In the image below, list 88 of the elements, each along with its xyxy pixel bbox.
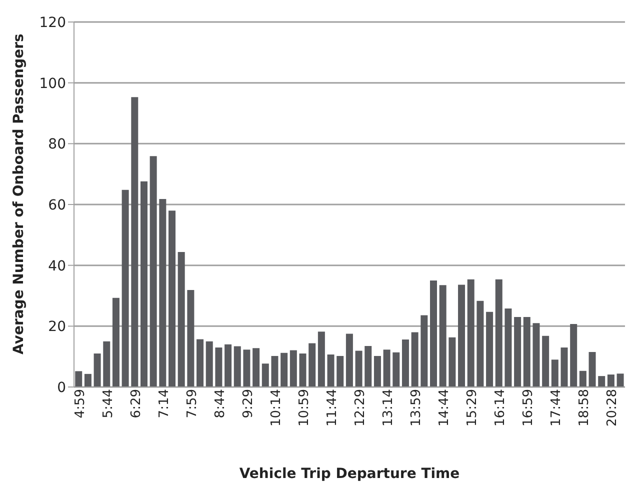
y-tick-label: 100 [39, 76, 66, 92]
y-tick-label: 120 [39, 14, 66, 31]
bar [588, 352, 596, 387]
bar [308, 343, 316, 387]
bar [122, 190, 129, 387]
x-tick-label: 9:29 [241, 389, 256, 418]
bar [504, 308, 512, 387]
bar [318, 332, 325, 387]
x-tick-label: 6:29 [128, 389, 144, 418]
bar [75, 371, 82, 387]
x-tick-label: 14:44 [437, 389, 452, 426]
bar [439, 285, 446, 387]
bar [131, 97, 138, 387]
bar [392, 352, 400, 387]
bar [448, 337, 456, 387]
bar [112, 298, 120, 387]
bar [458, 284, 466, 387]
bar [420, 315, 428, 387]
bar [383, 350, 390, 387]
x-tick-label: 7:14 [156, 389, 172, 418]
bar [94, 354, 101, 387]
bar [411, 332, 418, 387]
bar [570, 324, 578, 387]
bar [206, 341, 213, 387]
bar [150, 156, 157, 387]
bar [495, 279, 502, 387]
bar [215, 347, 222, 387]
bar [607, 374, 614, 387]
x-tick-label: 7:59 [184, 389, 200, 418]
x-tick-label: 12:29 [353, 389, 368, 426]
bar [402, 340, 409, 387]
bar [140, 181, 148, 387]
bar [243, 350, 250, 387]
x-tick-label: 13:14 [381, 389, 396, 426]
x-tick-label: 13:59 [409, 389, 424, 426]
x-tick-label: 18:58 [577, 389, 592, 426]
x-axis-title: Vehicle Trip Departure Time [239, 466, 460, 482]
bar [579, 370, 586, 387]
bar [486, 312, 494, 387]
bar [560, 347, 568, 387]
x-tick-label: 4:59 [72, 389, 88, 418]
x-tick-label: 15:29 [465, 389, 480, 426]
bar [430, 280, 437, 387]
bar [514, 317, 522, 387]
y-tick-label: 80 [48, 136, 66, 153]
bar [224, 344, 232, 387]
y-tick-label: 0 [57, 380, 66, 396]
bar [196, 339, 204, 387]
bar [551, 360, 558, 387]
bar [103, 341, 110, 387]
x-tick-label: 20:28 [605, 389, 620, 426]
x-tick-label: 11:44 [325, 389, 340, 426]
x-tick-label: 17:44 [549, 389, 564, 426]
bar [542, 336, 550, 387]
y-axis-title: Average Number of Onboard Passengers [10, 34, 27, 354]
x-tick-label: 8:44 [212, 389, 228, 418]
bar [178, 252, 185, 387]
x-tick-label: 16:14 [493, 389, 508, 426]
bar [234, 346, 241, 387]
bar [280, 352, 288, 387]
bar [271, 356, 278, 387]
x-tick-label: 5:44 [100, 389, 116, 418]
bar [262, 364, 269, 387]
y-tick-label: 40 [48, 258, 66, 274]
y-tick-label: 20 [48, 319, 66, 336]
bar [187, 290, 194, 387]
bar [168, 210, 176, 387]
bar [290, 350, 297, 387]
bar [346, 334, 353, 387]
bar [616, 374, 624, 387]
x-tick-label: 10:59 [297, 389, 312, 426]
bar [374, 356, 381, 387]
bar [598, 376, 606, 387]
y-tick-label: 60 [48, 197, 66, 214]
bar [327, 354, 334, 387]
bar [159, 199, 166, 387]
bar [364, 346, 372, 387]
bar [336, 356, 344, 387]
bar [523, 317, 530, 387]
bar [252, 348, 260, 387]
bar [299, 354, 306, 387]
x-tick-label: 16:59 [521, 389, 536, 426]
bar [84, 374, 92, 387]
bar [476, 300, 484, 387]
bar [532, 323, 540, 387]
x-tick-label: 10:14 [269, 389, 284, 426]
bar [355, 350, 362, 387]
bar [467, 279, 474, 387]
